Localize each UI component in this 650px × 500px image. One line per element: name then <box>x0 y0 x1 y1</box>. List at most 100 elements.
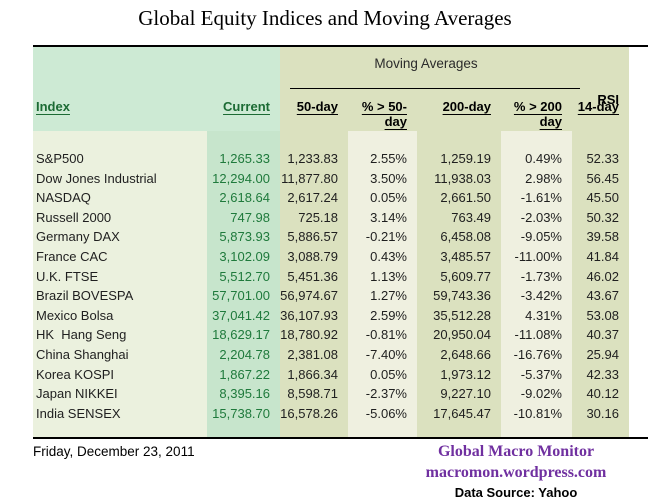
pct-above-50day-cell: -2.37% <box>365 386 407 402</box>
column-header-index: Index <box>36 99 70 114</box>
header-left-block <box>33 47 280 131</box>
pct-above-50day-cell: 0.05% <box>370 366 407 382</box>
rsi-cell: 50.32 <box>586 209 619 225</box>
pct-above-200day-cell: -11.08% <box>514 327 562 343</box>
data-source: Data Source: Yahoo <box>454 485 578 500</box>
rsi-cell: 40.37 <box>586 327 619 343</box>
current-value-cell: 15,738.70 <box>212 405 270 421</box>
table-row: HK Hang Seng 18,629.17 18,780.92 -0.81% … <box>33 325 629 345</box>
rsi-cell: 45.50 <box>586 190 619 206</box>
ma50-cell: 1,233.83 <box>287 151 338 166</box>
index-name-cell: India SENSEX <box>36 405 121 421</box>
pct-above-50day-cell: 3.14% <box>370 209 407 225</box>
ma200-cell: 2,661.50 <box>440 190 491 206</box>
pct-above-200day-cell: -16.76% <box>513 346 562 362</box>
index-name-cell: Brazil BOVESPA <box>36 288 134 304</box>
rsi-cell: 30.16 <box>586 405 619 421</box>
pct-above-200day-cell: -10.81% <box>513 405 562 421</box>
ma200-cell: 3,485.57 <box>440 248 491 264</box>
index-name-cell: Germany DAX <box>36 229 120 245</box>
ma200-cell: 6,458.08 <box>440 229 491 245</box>
moving-averages-group-header: Moving Averages <box>374 56 478 71</box>
rsi-cell: 43.67 <box>586 288 619 304</box>
pct-above-50day-cell: 2.59% <box>370 307 407 323</box>
pct-above-50day-cell: -5.06% <box>365 405 407 421</box>
pct-above-200day-cell: -1.61% <box>520 190 562 206</box>
ma50-cell: 1,866.34 <box>287 366 338 382</box>
current-value-cell: 1,867.22 <box>219 366 270 382</box>
column-header-pct-200day: % > 200 day <box>513 99 562 129</box>
index-name-cell: Russell 2000 <box>36 209 112 225</box>
current-value-cell: 2,204.78 <box>219 346 270 362</box>
column-header-50day: 50-day <box>296 99 338 114</box>
rsi-cell: 41.84 <box>586 248 619 264</box>
current-value-cell: 747.98 <box>230 209 270 225</box>
ma50-cell: 725.18 <box>298 209 338 225</box>
ma200-cell: 11,938.03 <box>434 170 491 186</box>
pct-above-200day-cell: 0.49% <box>525 151 562 166</box>
current-value-cell: 18,629.17 <box>212 327 270 343</box>
ma50-cell: 18,780.92 <box>280 327 338 343</box>
ma50-cell: 8,598.71 <box>287 386 338 402</box>
ma50-cell: 2,617.24 <box>287 190 338 206</box>
rsi-cell: 52.33 <box>586 151 619 166</box>
rsi-cell: 25.94 <box>586 346 619 362</box>
table-row: Russell 2000 747.98 725.18 3.14% 763.49 … <box>33 208 629 228</box>
brand-url: macromon.wordpress.com <box>425 464 607 481</box>
table-row: S&P500 1,265.33 1,233.83 2.55% 1,259.19 … <box>33 149 629 169</box>
pct-above-50day-cell: -0.21% <box>365 229 407 245</box>
pct-above-50day-cell: 0.43% <box>370 248 407 264</box>
table-row: Brazil BOVESPA 57,701.00 56,974.67 1.27%… <box>33 286 629 306</box>
current-value-cell: 5,873.93 <box>219 229 270 245</box>
page-title: Global Equity Indices and Moving Average… <box>138 6 512 30</box>
ma50-cell: 11,877.80 <box>281 170 338 186</box>
pct-above-200day-cell: 4.31% <box>525 307 562 323</box>
ma200-cell: 9,227.10 <box>440 386 491 402</box>
current-value-cell: 1,265.33 <box>219 151 270 166</box>
index-name-cell: China Shanghai <box>36 346 129 362</box>
current-value-cell: 37,041.42 <box>212 307 270 323</box>
ma200-cell: 59,743.36 <box>433 288 491 304</box>
table-row: Germany DAX 5,873.93 5,886.57 -0.21% 6,4… <box>33 227 629 247</box>
index-name-cell: Mexico Bolsa <box>36 307 114 323</box>
ma200-cell: 1,973.12 <box>440 366 491 382</box>
rsi-cell: 53.08 <box>586 307 619 323</box>
table-header: Moving Averages RSI Index Current 50-day… <box>33 47 629 131</box>
ma50-cell: 5,451.36 <box>287 268 338 284</box>
ma200-cell: 5,609.77 <box>440 268 491 284</box>
current-value-cell: 57,701.00 <box>212 288 270 304</box>
column-header-rsi-14day: 14-day <box>577 99 619 114</box>
ma200-cell: 17,645.47 <box>433 405 491 421</box>
rsi-cell: 39.58 <box>586 229 619 245</box>
ma200-cell: 763.49 <box>451 209 491 225</box>
current-value-cell: 3,102.09 <box>219 248 270 264</box>
pct-above-50day-cell: -7.40% <box>365 346 407 362</box>
pct-above-50day-cell: 2.55% <box>370 151 407 166</box>
brand-block: Global Macro Monitor macromon.wordpress.… <box>400 441 632 500</box>
table-row: U.K. FTSE 5,512.70 5,451.36 1.13% 5,609.… <box>33 267 629 287</box>
top-rule <box>33 45 648 47</box>
pct-above-200day-cell: -9.02% <box>520 386 562 402</box>
pct-above-200day-cell: -2.03% <box>520 209 562 225</box>
table-row: NASDAQ 2,618.64 2,617.24 0.05% 2,661.50 … <box>33 188 629 208</box>
pct-above-200day-cell: -3.42% <box>520 288 562 304</box>
rsi-cell: 40.12 <box>586 386 619 402</box>
index-name-cell: NASDAQ <box>36 190 91 206</box>
column-header-row: Index Current 50-day % > 50-day 200-day … <box>33 99 629 129</box>
rsi-cell: 42.33 <box>586 366 619 382</box>
table-row: Japan NIKKEI 8,395.16 8,598.71 -2.37% 9,… <box>33 384 629 404</box>
index-name-cell: S&P500 <box>36 151 84 166</box>
pct-above-50day-cell: 3.50% <box>370 170 407 186</box>
ma50-cell: 2,381.08 <box>287 346 338 362</box>
ma50-cell: 36,107.93 <box>280 307 338 323</box>
rsi-cell: 56.45 <box>586 170 619 186</box>
pct-above-200day-cell: -1.73% <box>520 268 562 284</box>
pct-above-50day-cell: 0.05% <box>370 190 407 206</box>
index-name-cell: U.K. FTSE <box>36 268 99 284</box>
index-name-cell: Japan NIKKEI <box>36 386 118 402</box>
index-name-cell: Dow Jones Industrial <box>36 170 157 186</box>
pct-above-50day-cell: -0.81% <box>365 327 407 343</box>
rsi-cell: 46.02 <box>586 268 619 284</box>
table-row: India SENSEX 15,738.70 16,578.26 -5.06% … <box>33 404 629 424</box>
